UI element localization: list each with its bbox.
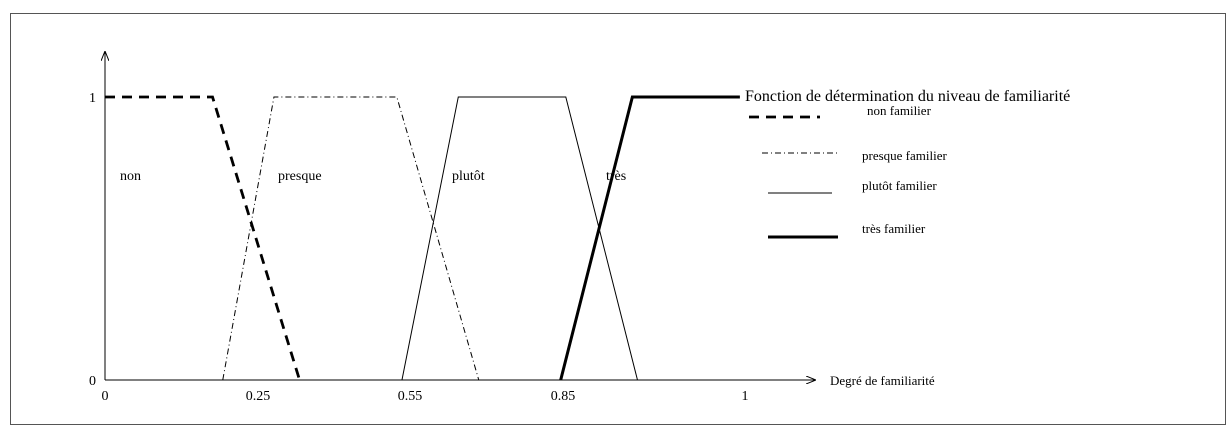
- tick-layer: 0 0.25 0.55 0.85 1 0 1: [89, 91, 749, 404]
- region-label: presque: [278, 169, 322, 184]
- legend-label: très familier: [862, 221, 926, 236]
- legend-label: plutôt familier: [862, 178, 937, 193]
- series-line-3: [559, 95, 740, 381]
- series-layer: [105, 95, 740, 381]
- legend: non familier presque familier plutôt famil…: [749, 103, 947, 239]
- chart-frame: [10, 13, 1226, 425]
- x-tick-label: 0.85: [551, 389, 576, 404]
- series-line-2: [401, 96, 638, 381]
- x-tick-label: 1: [742, 389, 749, 404]
- region-label-layer: non presque plutôt très: [120, 169, 626, 184]
- y-tick-label: 1: [89, 91, 96, 106]
- x-tick-label: 0: [102, 389, 109, 404]
- region-label: plutôt: [452, 169, 485, 184]
- series-line-0: [105, 95, 301, 381]
- legend-label: non familier: [867, 103, 932, 118]
- region-label: non: [120, 169, 141, 184]
- legend-label: presque familier: [862, 148, 947, 163]
- chart-title: Fonction de détermination du niveau de f…: [745, 88, 1070, 105]
- x-tick-label: 0.25: [246, 389, 271, 404]
- series-line-1: [222, 96, 480, 381]
- x-axis-label: Degré de familiarité: [830, 373, 935, 388]
- x-tick-label: 0.55: [398, 389, 423, 404]
- region-label: très: [606, 169, 626, 184]
- y-tick-label: 0: [89, 374, 96, 389]
